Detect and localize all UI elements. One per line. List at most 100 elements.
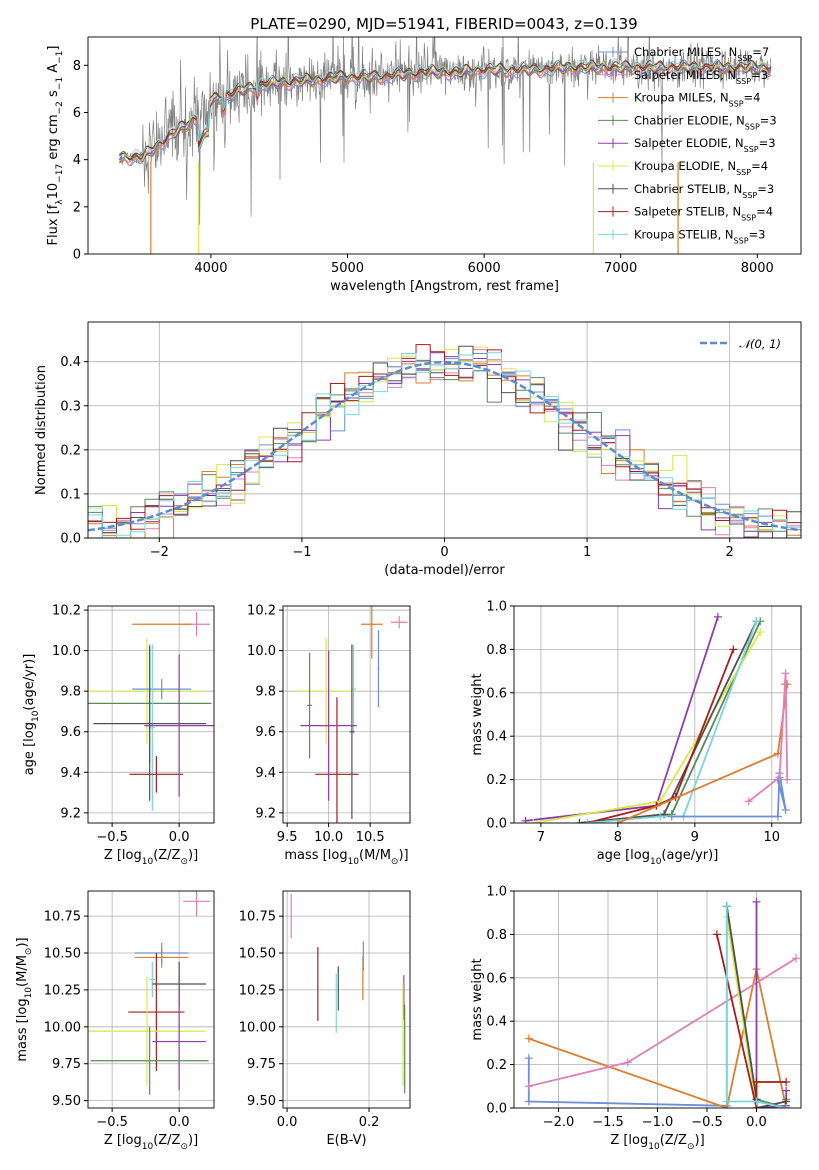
x-axis-label-part: (Z/Z <box>153 848 180 863</box>
y-axis-label-part: )] <box>15 937 30 947</box>
plot-area-age-vs-Z <box>88 612 214 811</box>
panel-spectrum: 4000 5000 6000 7000 8000 0 2 4 6 8 wavelength [Ang… <box>46 36 802 294</box>
y-tick-label: 2 <box>73 200 81 215</box>
series-line-kroupa-stelib <box>725 906 787 1108</box>
frame-mass-weight-vs-Z: −2.0 −1.5 −1.0 −0.5 0.0 0.0 0.2 0.4 0.6 0.8 1.0 Z [… <box>470 885 802 1152</box>
histogram-salpeter-miles <box>88 349 801 538</box>
panel-mass-weight-vs-Z: −2.0 −1.5 −1.0 −0.5 0.0 0.0 0.2 0.4 0.6 0.8 1.0 Z [… <box>470 885 802 1152</box>
x-tick-label: 10.0 <box>314 830 343 845</box>
y-axis-label-part: ⊙ <box>24 948 34 956</box>
x-axis-label-part: Z [log <box>104 1133 142 1148</box>
y-axis-label-part: (age/yr)] <box>22 654 37 711</box>
y-axis-label-part: 10 <box>31 710 41 722</box>
legend-label: Kroupa MILES, NSSP=4 <box>634 91 760 109</box>
y-tick-label: 9.75 <box>247 1057 276 1072</box>
x-tick-label: −0.5 <box>691 1115 723 1130</box>
y-tick-label: 0.1 <box>60 487 81 502</box>
x-axis-label: Z [log10(Z/Z⊙)] <box>104 1133 198 1152</box>
observed-spectrum <box>119 37 772 225</box>
legend-label-text: Salpeter ELODIE, N <box>634 136 744 150</box>
x-axis-label: Z [log10(Z/Z⊙)] <box>610 1133 704 1152</box>
x-axis-label-part: (M/M <box>359 848 391 863</box>
y-axis-label-part: 10 <box>46 183 61 200</box>
plot-area-age-vs-mass <box>296 606 408 823</box>
x-axis-label-part: age [log <box>597 848 650 863</box>
frame-age-vs-Z: −0.5 0.09.29.49.69.810.010.2Z [log10(Z/Z⊙… <box>22 604 215 867</box>
x-axis-label-part: 10 <box>348 857 360 867</box>
y-axis-label: Normed distribution <box>34 365 49 495</box>
x-tick-label: −0.5 <box>96 830 128 845</box>
y-tick-label: 10.2 <box>247 604 276 619</box>
y-axis-label: mass weight <box>470 673 485 755</box>
y-tick-label: 10.25 <box>44 983 81 998</box>
y-axis-label-part: −17 <box>55 164 65 183</box>
legend-label-text: Kroupa MILES, N <box>634 91 729 105</box>
legend-label-sub: SSP <box>736 76 751 85</box>
legend-label: Chabrier ELODIE, NSSP=3 <box>634 113 777 130</box>
x-tick-label: 6000 <box>468 261 501 276</box>
y-tick-label: 1.0 <box>486 885 507 900</box>
legend-label: Kroupa STELIB, NSSP=3 <box>634 227 765 245</box>
axes-frame <box>87 605 215 824</box>
y-tick-label: 9.8 <box>60 685 81 700</box>
y-tick-label: 0.6 <box>486 686 507 701</box>
panel-residuals: −2 −1 0 1 2 0.0 0.1 0.2 0.3 0.4 (data-model)/error… <box>34 321 802 578</box>
x-axis-label-part: 10 <box>648 1142 660 1152</box>
legend-label-sub: SSP <box>742 190 757 199</box>
x-tick-label: 9 <box>691 830 699 845</box>
y-tick-label: 0 <box>73 248 81 263</box>
y-axis-label-part: (M/M <box>15 955 30 987</box>
y-axis-label-part: Flux [f <box>46 204 61 245</box>
legend-label-count: =7 <box>752 45 769 59</box>
x-axis-label-part: ⊙ <box>180 1142 188 1152</box>
y-tick-label: 10.00 <box>239 1020 276 1035</box>
panel-mass-vs-EBV: 0.0 0.2 9.50 9.75 10.00 10.25 10.50 10.75 E(B-V) <box>239 890 411 1148</box>
histogram-kroupa-stelib <box>88 352 801 538</box>
legend-label: Chabrier MILES, NSSP=7 <box>634 45 769 63</box>
y-axis-label: mass [log10(M/M⊙)] <box>15 937 34 1061</box>
y-tick-label: 0.4 <box>60 355 81 370</box>
model-spectrum-kroupa-stelib <box>119 58 772 158</box>
x-axis-label-part: 10 <box>142 857 154 867</box>
y-tick-label: 0.8 <box>486 643 507 658</box>
y-axis-label-part: 10 <box>24 987 34 999</box>
y-tick-label: 10.25 <box>239 983 276 998</box>
y-axis-label-part: λ <box>55 199 65 205</box>
legend-label-sub: SSP <box>741 213 756 222</box>
y-tick-label: 9.50 <box>52 1094 81 1109</box>
x-tick-label: 0.0 <box>169 1115 190 1130</box>
legend-label-text: Kroupa STELIB, N <box>634 227 734 241</box>
y-tick-label: 0.0 <box>486 1102 507 1117</box>
plot-area-mass-vs-Z <box>88 891 210 1095</box>
y-axis-label-part: age [log <box>22 722 37 775</box>
x-tick-label: −2 <box>150 545 169 560</box>
panel-mass-vs-Z: −0.5 0.0 9.50 9.75 10.00 10.25 10.50 10.75 Z [lo… <box>15 890 215 1152</box>
y-tick-label: 0.2 <box>486 773 507 788</box>
x-tick-label: −1.5 <box>592 1115 624 1130</box>
panel-age-vs-Z: −0.5 0.09.29.49.69.810.010.2Z [log10(Z/Z⊙… <box>22 604 215 867</box>
x-tick-label: 8000 <box>741 261 774 276</box>
y-tick-label: 9.2 <box>60 806 81 821</box>
x-tick-label: 2 <box>726 545 734 560</box>
histogram-salpeter-stelib <box>88 344 801 533</box>
series-line-salpeter-elodie <box>525 616 719 822</box>
x-axis-label-part: )] <box>188 1133 198 1148</box>
x-tick-label: 7 <box>537 830 545 845</box>
x-axis-label-part: )] <box>695 1133 705 1148</box>
y-tick-label: 0.2 <box>60 443 81 458</box>
legend-label-count: =3 <box>751 68 768 82</box>
y-axis-label-part: s <box>46 90 61 101</box>
x-tick-label: 9.5 <box>277 830 298 845</box>
legend-label-text: Chabrier MILES, N <box>634 45 737 59</box>
legend-label: Salpeter STELIB, NSSP=4 <box>634 205 773 223</box>
y-tick-label: 9.4 <box>255 766 276 781</box>
frame-residuals: −2 −1 0 1 2 0.0 0.1 0.2 0.3 0.4 (data-model)/error… <box>34 321 802 578</box>
x-axis-label-part: mass [log <box>284 848 347 863</box>
legend-label-count: =3 <box>749 227 766 241</box>
legend-label: Salpeter ELODIE, NSSP=3 <box>634 136 776 154</box>
y-axis-label-part: erg cm <box>46 114 61 163</box>
x-axis-label-part: ⊙ <box>687 1142 695 1152</box>
y-tick-label: 10.75 <box>44 910 81 925</box>
